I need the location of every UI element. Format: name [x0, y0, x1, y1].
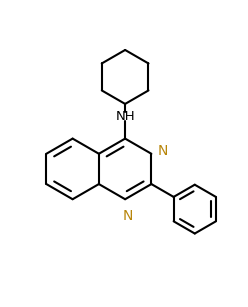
- Text: N: N: [123, 209, 133, 223]
- Text: NH: NH: [115, 110, 135, 123]
- Text: N: N: [158, 144, 168, 158]
